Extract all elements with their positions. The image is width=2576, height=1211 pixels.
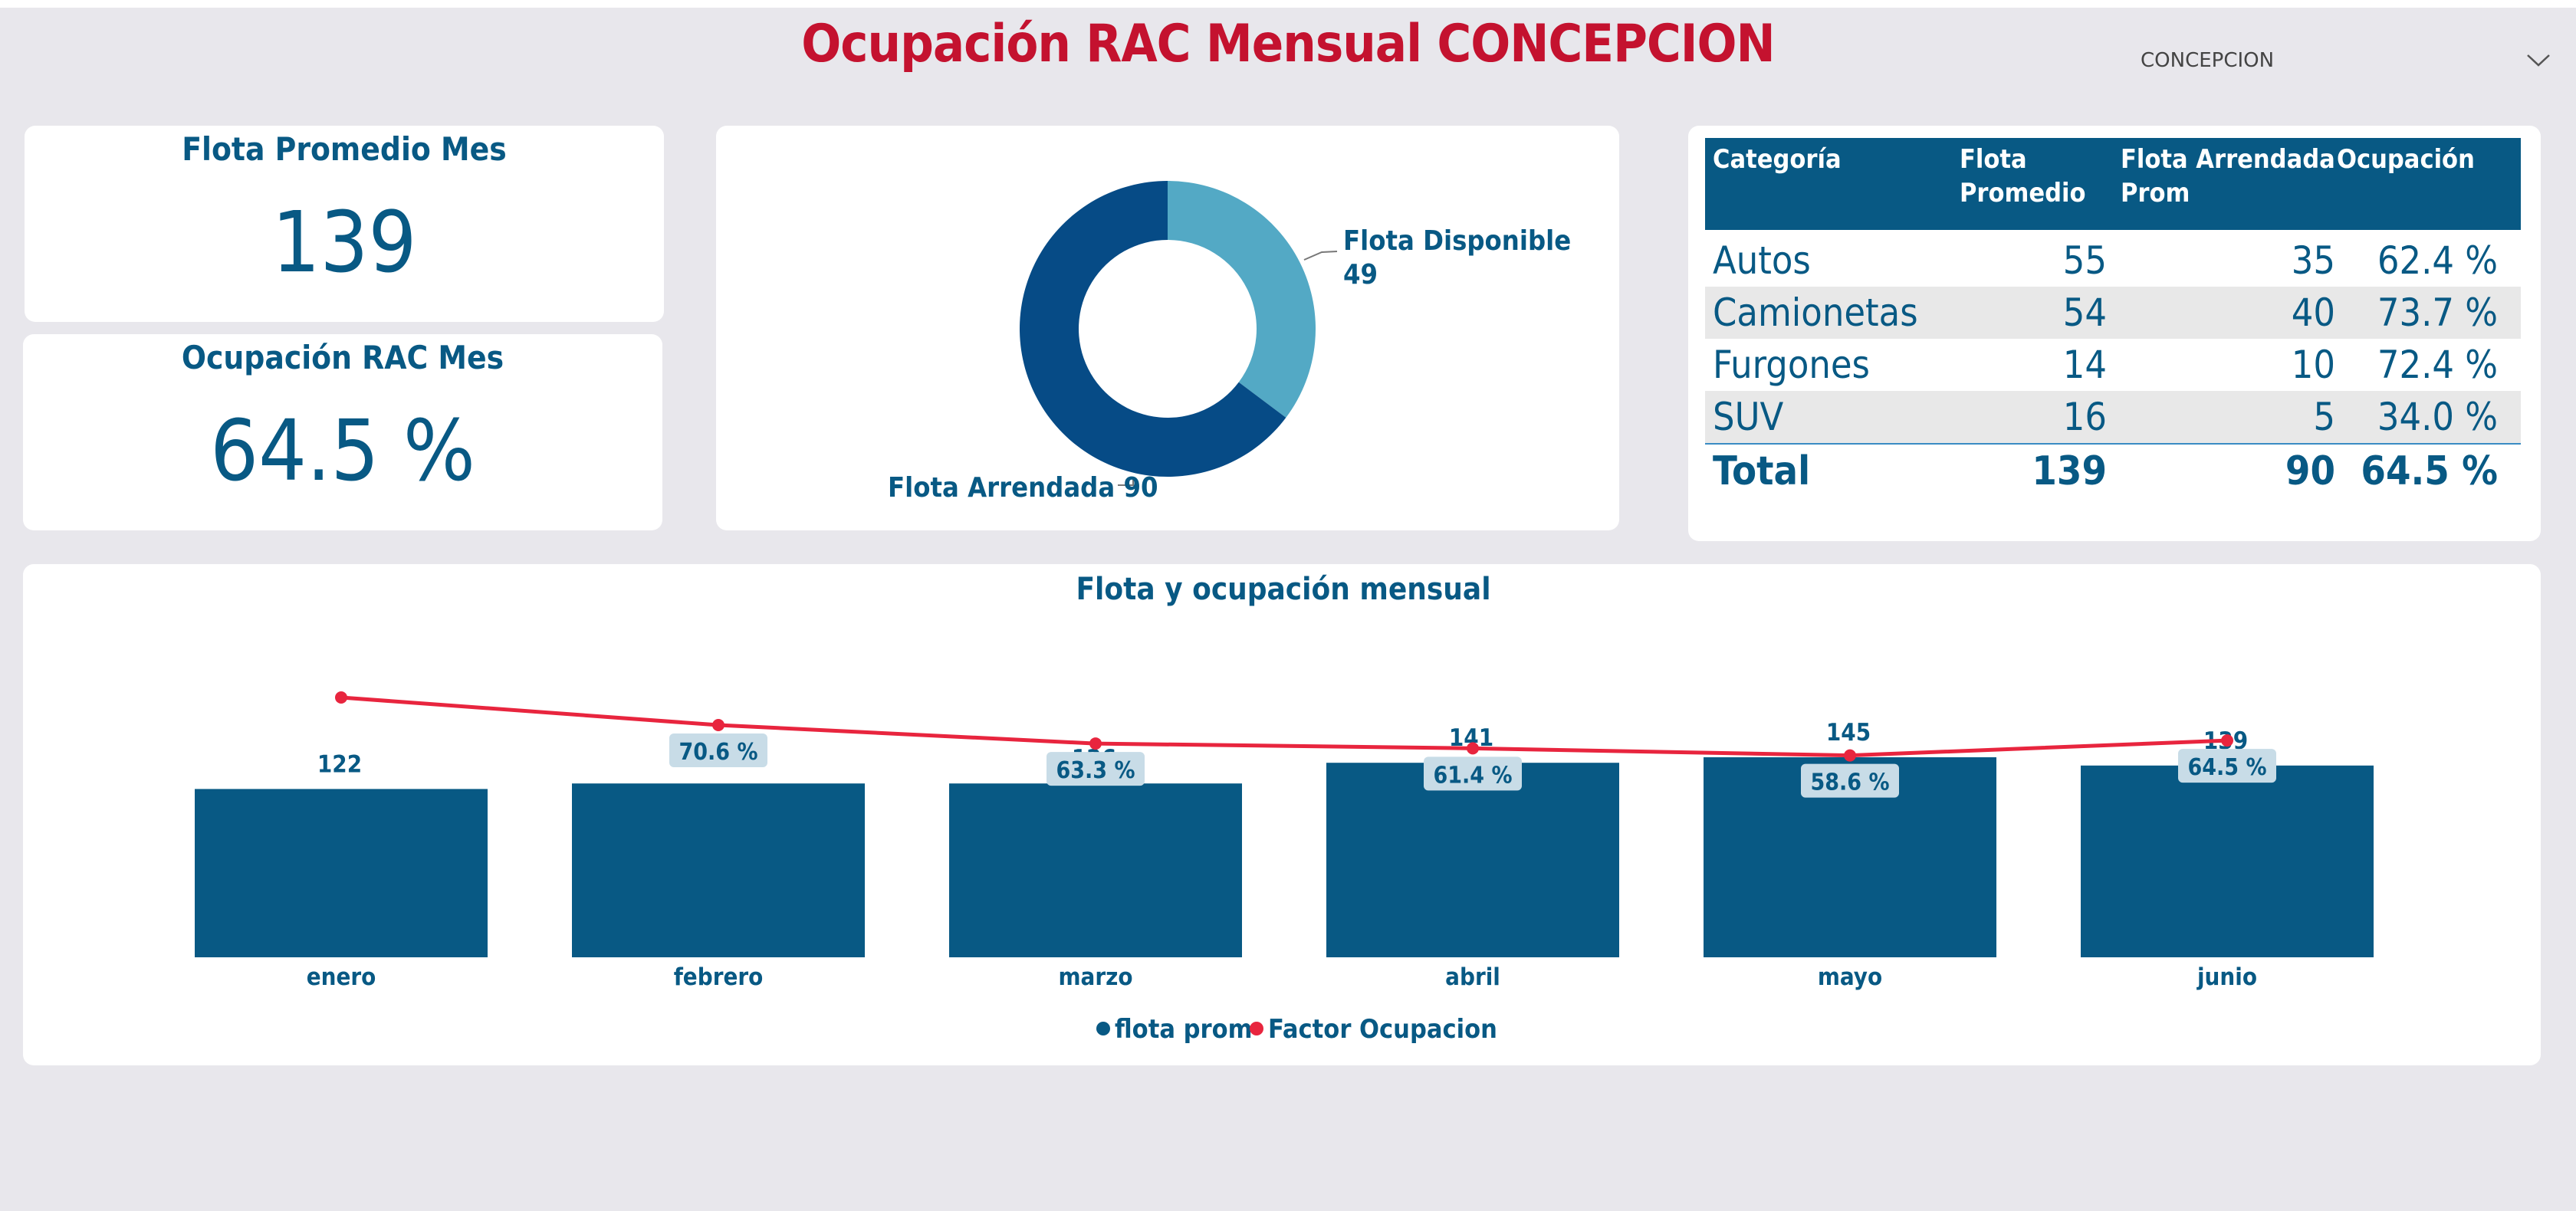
line-value-label: 63.3 % <box>1056 757 1135 784</box>
slicer-value: CONCEPCION <box>2141 49 2275 72</box>
line-value-label: 64.5 % <box>2187 754 2266 781</box>
table-row: Camionetas 54 40 73.7 % <box>1705 287 2521 339</box>
cell-flota: 54 <box>2062 290 2107 335</box>
cell-arrendada: 5 <box>2313 395 2335 439</box>
donut-chart: Flota Disponible 49 Flota Arrendada 90 <box>888 181 1571 504</box>
bar-enero[interactable] <box>195 789 488 957</box>
category-label-febrero: febrero <box>674 963 764 991</box>
chart-legend[interactable]: flota prom Factor Ocupacion <box>1096 1014 1497 1045</box>
header-flota-promedio[interactable]: Flota Promedio <box>1960 144 2086 208</box>
line-point-abril[interactable] <box>1467 742 1479 755</box>
cell-arrendada: 40 <box>2291 290 2335 335</box>
donut-slice-arrendada[interactable] <box>1020 181 1286 477</box>
table-total-row: Total 139 90 64.5 % <box>1705 443 2521 498</box>
kpi-ocupacion-value: 64.5 % <box>210 402 475 500</box>
line-point-febrero[interactable] <box>712 719 724 731</box>
monthly-combo-chart: Flota y ocupación mensual 12212612614114… <box>195 572 2374 1045</box>
category-label-mayo: mayo <box>1818 963 1882 991</box>
cell-ocupacion: 72.4 % <box>2377 343 2498 387</box>
page-title: Ocupación RAC Mensual CONCEPCION <box>801 14 1776 74</box>
line-value-label: 70.6 % <box>678 739 757 766</box>
cell-categoria: Autos <box>1713 238 1811 283</box>
cell-arrendada: 35 <box>2291 238 2335 283</box>
bar-abril[interactable] <box>1326 763 1619 957</box>
header-categoria[interactable]: Categoría <box>1713 144 1842 175</box>
donut-label-arrendada: Flota Arrendada 90 <box>888 472 1158 504</box>
kpi-ocupacion-label: Ocupación RAC Mes <box>181 339 504 376</box>
donut-slice-disponible[interactable] <box>1168 181 1316 418</box>
cell-ocupacion: 73.7 % <box>2377 290 2498 335</box>
cell-flota: 139 <box>2032 448 2107 494</box>
leader-line-disponible <box>1303 251 1338 261</box>
city-slicer[interactable]: CONCEPCION <box>2101 41 2561 80</box>
cell-categoria: Camionetas <box>1713 290 1918 335</box>
category-label-marzo: marzo <box>1058 963 1132 991</box>
top-strip <box>0 0 2576 8</box>
line-point-mayo[interactable] <box>1844 749 1856 762</box>
category-label-junio: junio <box>2196 963 2257 991</box>
cell-arrendada: 10 <box>2291 343 2335 387</box>
donut-label-disponible-name: Flota Disponible <box>1343 225 1571 257</box>
monthly-chart-card: Flota y ocupación mensual 12212612614114… <box>23 564 2541 1065</box>
cell-flota: 16 <box>2062 395 2107 439</box>
donut-label-disponible-value: 49 <box>1343 259 1378 290</box>
cell-ocupacion: 64.5 % <box>2361 448 2498 494</box>
category-table-card: Categoría Flota Promedio Flota Arrendada P… <box>1688 126 2541 541</box>
cell-categoria: SUV <box>1713 395 1784 439</box>
table-row: Autos 55 35 62.4 % <box>1705 235 2521 287</box>
line-point-junio[interactable] <box>2221 734 2233 747</box>
chevron-down-icon[interactable] <box>2525 53 2551 68</box>
category-label-abril: abril <box>1445 963 1500 991</box>
line-point-marzo[interactable] <box>1089 737 1102 750</box>
bar-febrero[interactable] <box>572 783 865 957</box>
kpi-flota-value: 139 <box>271 193 417 291</box>
kpi-flota-label: Flota Promedio Mes <box>182 130 507 168</box>
bar-marzo[interactable] <box>949 783 1242 957</box>
leader-line-arrendada <box>1118 478 1134 486</box>
bar-value-label: 145 <box>1826 719 1871 747</box>
line-label-bg <box>1046 752 1145 786</box>
line-value-label: 61.4 % <box>1433 762 1512 789</box>
line-label-bg <box>669 733 767 767</box>
cell-ocupacion: 62.4 % <box>2377 238 2498 283</box>
category-table: Categoría Flota Promedio Flota Arrendada P… <box>1705 138 2521 498</box>
cell-arrendada: 90 <box>2285 448 2335 494</box>
legend-marker-ocupacion <box>1250 1022 1263 1035</box>
donut-card: Flota Disponible 49 Flota Arrendada 90 <box>716 126 1619 530</box>
ocupacion-line <box>340 695 2228 758</box>
chart-title: Flota y ocupación mensual <box>1076 572 1490 607</box>
legend-marker-flota <box>1096 1022 1110 1035</box>
cell-flota: 14 <box>2062 343 2107 387</box>
bar-junio[interactable] <box>2081 765 2374 957</box>
cell-flota: 55 <box>2062 238 2107 283</box>
cell-categoria: Furgones <box>1713 343 1870 387</box>
line-label-bg <box>2178 749 2276 783</box>
line-label-bg <box>1801 763 1899 798</box>
table-header: Categoría Flota Promedio Flota Arrendada P… <box>1705 138 2521 230</box>
line-value-label: 58.6 % <box>1810 770 1889 796</box>
category-label-enero: enero <box>307 963 376 991</box>
header-ocupacion[interactable]: Ocupación <box>2337 144 2475 175</box>
table-row: SUV 16 5 34.0 % <box>1705 391 2521 443</box>
cell-ocupacion: 34.0 % <box>2377 395 2498 439</box>
bar-value-label: 122 <box>317 750 362 778</box>
legend-label-flota: flota prom <box>1115 1014 1252 1045</box>
kpi-card-flota: Flota Promedio Mes 139 <box>25 126 664 322</box>
header-flota-arrendada[interactable]: Flota Arrendada Prom <box>2121 144 2335 208</box>
cell-categoria: Total <box>1713 448 1811 494</box>
line-label-bg <box>1424 756 1522 791</box>
kpi-card-ocupacion: Ocupación RAC Mes 64.5 % <box>23 334 662 530</box>
table-row: Furgones 14 10 72.4 % <box>1705 339 2521 391</box>
legend-label-ocupacion: Factor Ocupacion <box>1268 1014 1497 1045</box>
line-point-enero[interactable] <box>335 691 347 704</box>
